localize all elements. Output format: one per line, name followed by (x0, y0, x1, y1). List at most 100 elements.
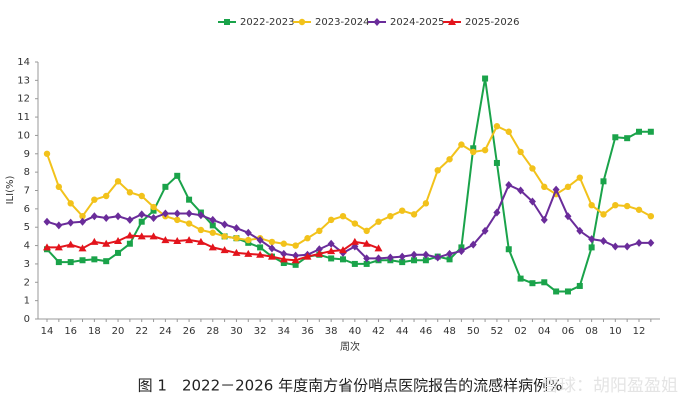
point (470, 145, 477, 152)
point (55, 259, 62, 266)
x-tick-label: 02 (514, 326, 527, 337)
point (161, 209, 169, 218)
point (564, 288, 571, 295)
point (209, 215, 217, 224)
y-tick-label: 2 (24, 277, 30, 288)
point (529, 165, 536, 172)
point (173, 236, 182, 244)
point (174, 172, 181, 179)
point (114, 212, 122, 221)
point (541, 183, 548, 191)
point (624, 135, 631, 142)
point (493, 123, 501, 130)
point (623, 242, 631, 251)
point (268, 238, 276, 246)
point (635, 206, 643, 213)
point (304, 235, 311, 242)
point (399, 207, 406, 214)
point (422, 250, 430, 259)
point (446, 156, 453, 163)
point (552, 185, 560, 194)
point (540, 215, 548, 224)
point (161, 236, 170, 244)
point (374, 244, 383, 252)
point (588, 244, 595, 251)
point (315, 249, 324, 257)
point (647, 213, 655, 220)
point (196, 237, 205, 245)
point (446, 249, 454, 258)
point (67, 259, 74, 266)
point (279, 255, 288, 263)
point (588, 235, 596, 244)
x-tick-label: 16 (64, 326, 77, 337)
point (375, 218, 382, 225)
point (79, 217, 87, 226)
point (636, 128, 642, 135)
x-tick-label: 22 (135, 326, 148, 337)
point (79, 257, 86, 264)
x-tick-label: 48 (443, 326, 456, 337)
x-tick-label: 04 (538, 326, 551, 337)
point (43, 217, 51, 226)
point (505, 180, 513, 189)
point (256, 250, 265, 258)
point (328, 255, 335, 262)
point (315, 245, 323, 254)
point (458, 141, 465, 148)
point (363, 260, 370, 267)
point (115, 249, 122, 256)
y-tick-label: 6 (24, 204, 30, 215)
point (588, 201, 595, 209)
point (126, 189, 134, 196)
point (91, 196, 98, 203)
x-tick-label: 52 (491, 326, 504, 337)
x-tick-label: 06 (562, 326, 575, 337)
point (564, 212, 572, 221)
y-tick-label: 4 (24, 241, 30, 252)
point (446, 256, 453, 263)
point (541, 279, 548, 286)
point (327, 216, 335, 224)
point (292, 261, 299, 268)
point (126, 240, 133, 247)
point (576, 282, 583, 289)
point (517, 186, 525, 195)
point (221, 233, 228, 240)
point (150, 207, 157, 214)
point (481, 146, 489, 154)
point (244, 249, 253, 257)
point (373, 18, 381, 26)
point (138, 192, 145, 200)
point (600, 211, 607, 218)
legend-label: 2025-2026 (465, 17, 520, 28)
y-tick-label: 8 (24, 167, 30, 178)
point (55, 183, 63, 191)
point (599, 236, 607, 245)
x-tick-label: 08 (585, 326, 598, 337)
y-tick-label: 5 (24, 222, 30, 233)
point (564, 183, 572, 191)
point (529, 280, 536, 287)
point (90, 237, 99, 245)
point (66, 240, 75, 248)
point (138, 210, 146, 219)
point (292, 251, 300, 260)
y-tick-label: 0 (24, 314, 30, 325)
point (386, 253, 394, 262)
point (553, 288, 560, 295)
point (339, 213, 347, 220)
point (292, 242, 299, 249)
point (90, 212, 98, 221)
point (422, 257, 429, 264)
point (103, 258, 110, 265)
point (233, 235, 240, 242)
point (268, 244, 276, 253)
point (612, 201, 619, 209)
point (611, 242, 619, 251)
legend-label: 2024-2025 (390, 17, 445, 28)
point (363, 227, 370, 235)
point (434, 253, 442, 262)
point (174, 216, 181, 224)
